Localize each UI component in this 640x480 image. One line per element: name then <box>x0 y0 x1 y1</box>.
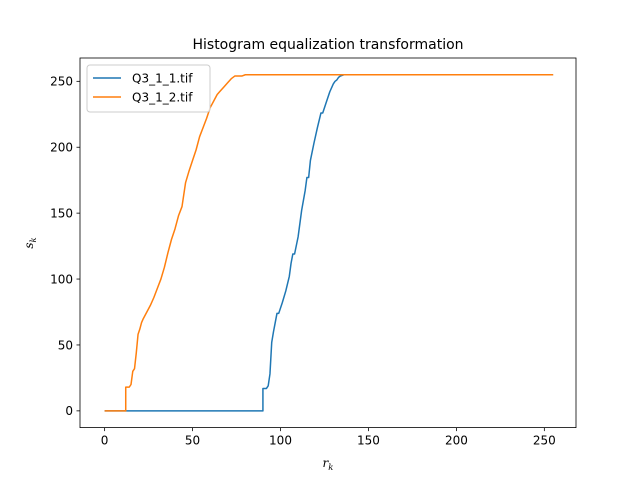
y-tick-label: 100 <box>50 272 73 286</box>
series-layer <box>104 73 554 412</box>
y-axis-label-main: s <box>22 242 36 248</box>
chart-title: Histogram equalization transformation <box>192 37 463 53</box>
legend: Q3_1_1.tif Q3_1_2.tif <box>86 64 211 113</box>
y-tick-label: 200 <box>50 141 73 155</box>
x-tick-label: 150 <box>357 434 380 448</box>
x-axis-label: rk <box>323 456 334 473</box>
x-tick-label: 50 <box>185 434 200 448</box>
y-axis-ticks: 0 50 100 150 200 250 <box>50 75 80 418</box>
legend-label-1: Q3_1_1.tif <box>132 71 193 85</box>
y-tick-label: 250 <box>50 75 73 89</box>
y-axis-label-sub: k <box>29 237 39 242</box>
x-tick-label: 250 <box>533 434 556 448</box>
plot-frame <box>79 57 577 429</box>
x-tick-label: 100 <box>269 434 292 448</box>
y-tick-label: 150 <box>50 206 73 220</box>
y-tick-label: 0 <box>65 404 73 418</box>
x-axis-label-sub: k <box>328 463 333 473</box>
x-axis-ticks: 0 50 100 150 200 250 <box>101 427 556 448</box>
y-axis-label: sk <box>22 237 39 248</box>
y-tick-label: 50 <box>58 338 73 352</box>
series-line-2 <box>104 73 554 412</box>
legend-label-2: Q3_1_2.tif <box>132 90 193 104</box>
x-axis-label-main: r <box>323 456 330 470</box>
series-line-1 <box>104 73 554 412</box>
legend-box <box>86 64 211 113</box>
x-tick-label: 200 <box>445 434 468 448</box>
x-tick-label: 0 <box>101 434 109 448</box>
